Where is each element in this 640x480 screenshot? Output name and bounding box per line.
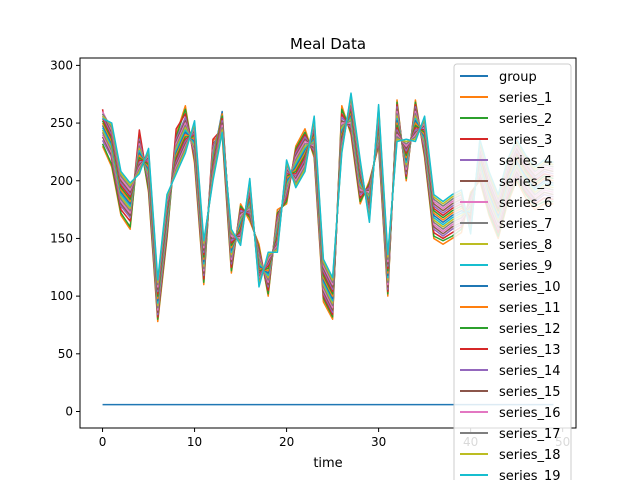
legend-label: series_15	[499, 385, 561, 400]
legend-label: series_19	[499, 469, 561, 480]
y-tick-label: 300	[50, 58, 73, 72]
legend-label: group	[499, 70, 537, 85]
legend-label: series_8	[499, 238, 552, 253]
legend-label: series_2	[499, 112, 552, 127]
legend-label: series_6	[499, 196, 552, 211]
legend-box	[453, 63, 572, 480]
legend-label: series_7	[499, 217, 552, 232]
chart-title: Meal Data	[290, 35, 366, 53]
legend-label: series_1	[499, 91, 552, 106]
y-tick-label: 0	[65, 405, 73, 419]
legend-label: series_9	[499, 259, 552, 274]
y-tick-label: 150	[50, 231, 73, 245]
legend: group series_1 series_2 series_3 series_4ser…	[453, 63, 572, 480]
x-tick-label: 10	[187, 435, 202, 449]
y-axis: 0 50 100 150 200 250 300	[50, 58, 80, 419]
y-tick-label: 50	[58, 347, 73, 361]
y-tick-label: 200	[50, 174, 73, 188]
x-tick-label: 20	[279, 435, 294, 449]
x-tick-label: 30	[371, 435, 386, 449]
legend-label: series_12	[499, 322, 561, 337]
y-tick-label: 250	[50, 116, 73, 130]
x-tick-label: 0	[99, 435, 107, 449]
legend-label: series_5	[499, 175, 552, 190]
x-axis-label: time	[313, 456, 342, 471]
legend-label: series_10	[499, 280, 561, 295]
y-tick-label: 100	[50, 289, 73, 303]
legend-label: series_17	[499, 427, 561, 442]
legend-label: series_13	[499, 343, 561, 358]
legend-label: series_3	[499, 133, 552, 148]
legend-label: series_16	[499, 406, 561, 421]
legend-label: series_4	[499, 154, 552, 169]
legend-label: series_11	[499, 301, 561, 316]
legend-label: series_14	[499, 364, 561, 379]
plot-frame	[79, 57, 577, 429]
legend-label: series_18	[499, 448, 561, 463]
